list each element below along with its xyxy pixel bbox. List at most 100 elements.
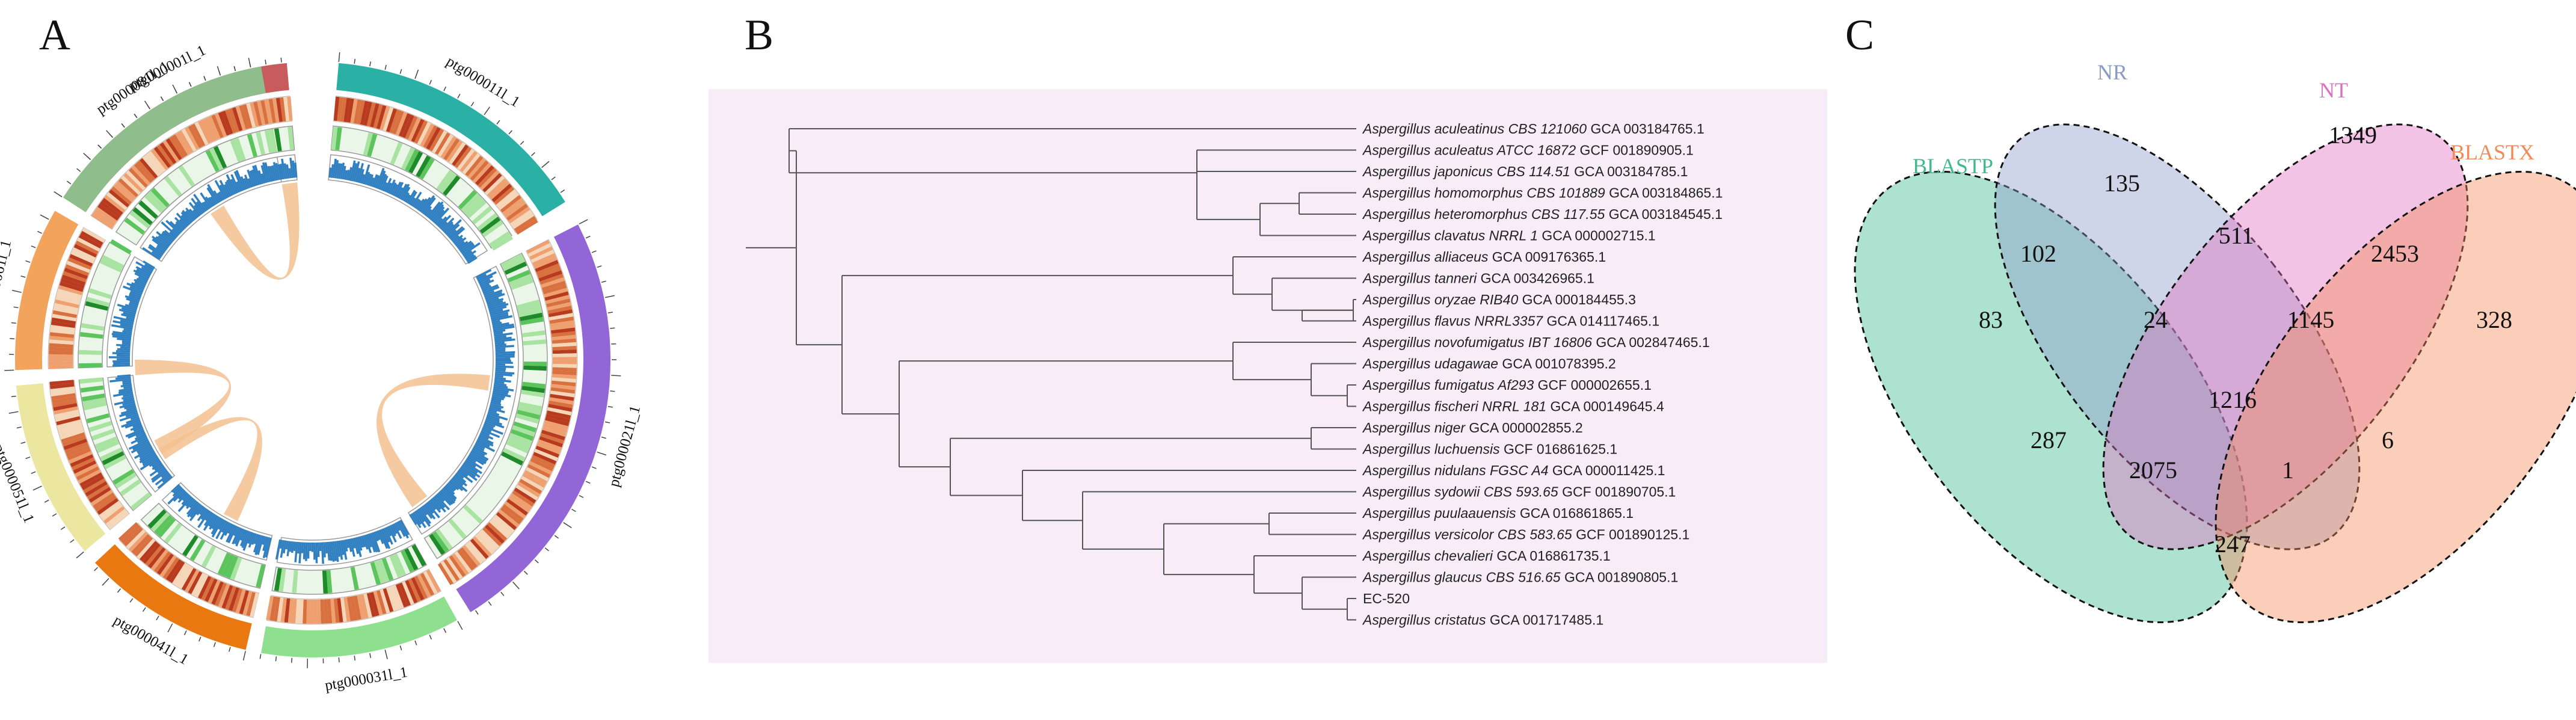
depth-bar (398, 183, 408, 199)
gc-cell (491, 235, 514, 251)
venn-count-blastp-blastx: 247 (2215, 531, 2251, 558)
depth-bar (206, 187, 218, 205)
depth-bar (479, 279, 494, 288)
gc-cell (466, 199, 487, 218)
depth-bar (386, 182, 392, 193)
depth-bar (434, 208, 450, 224)
heatmap-cell (514, 215, 536, 232)
heatmap-cell (54, 409, 79, 419)
tick-mark (443, 86, 447, 91)
heatmap-cell (131, 534, 150, 555)
heatmap-cell (552, 349, 577, 354)
tick-mark (25, 260, 31, 263)
taxon-label: Aspergillus oryzae RIB40 GCA 000184455.3 (1362, 292, 1636, 307)
tick-mark (265, 60, 266, 65)
depth-bar (428, 201, 444, 220)
heatmap-cell (510, 493, 532, 510)
depth-bar (413, 198, 420, 208)
depth-bar (493, 323, 514, 330)
heatmap-cell (531, 455, 555, 468)
gc-cell (519, 312, 543, 322)
heatmap-cell (546, 413, 570, 423)
depth-bar (209, 196, 217, 206)
gc-cell (518, 401, 543, 411)
depth-bar (236, 181, 242, 192)
heatmap-cell (126, 170, 146, 190)
depth-bar (348, 167, 352, 181)
tick-mark (218, 70, 221, 76)
heatmap-cell (504, 501, 526, 519)
depth-bar (158, 235, 171, 247)
depth-bar (494, 335, 506, 339)
heatmap-cell (303, 599, 307, 624)
heatmap-cell (62, 435, 87, 447)
depth-bar (200, 509, 209, 520)
depth-bar (162, 230, 174, 242)
heatmap-cell (83, 478, 106, 494)
heatmap-cell (121, 525, 141, 544)
depth-bar (367, 533, 376, 553)
tick-mark (534, 559, 539, 564)
gc-cell (477, 213, 498, 231)
depth-bar (317, 542, 320, 558)
depth-bar (465, 253, 475, 261)
heatmap-cell (508, 206, 530, 224)
tick-mark (500, 591, 505, 596)
heatmap-cell (53, 306, 78, 315)
tick-mark (554, 535, 559, 539)
depth-bar (121, 307, 137, 313)
depth-bar (313, 542, 316, 560)
gc-cell (120, 479, 141, 496)
depth-bar (253, 534, 261, 553)
heatmap-cell (340, 97, 347, 122)
depth-bar (461, 464, 481, 478)
depth-bar (182, 209, 194, 223)
depth-bar (227, 525, 238, 544)
depth-bar (435, 218, 443, 226)
heatmap-cell (472, 536, 492, 557)
depth-bar (476, 274, 487, 280)
heatmap-cell (201, 577, 215, 601)
heatmap-cell (181, 129, 197, 152)
heatmap-cell (500, 195, 521, 213)
depth-bar (391, 524, 398, 534)
depth-bar (134, 272, 149, 281)
heatmap-cell (172, 562, 188, 585)
depth-bar (155, 472, 171, 486)
depth-bar (495, 351, 515, 354)
heatmap-cell (480, 170, 500, 190)
heatmap-cell (552, 342, 577, 348)
tick-mark (399, 645, 402, 651)
heatmap-cell (257, 100, 266, 126)
heatmap-cell (165, 138, 182, 161)
depth-bar (395, 182, 404, 197)
depth-bar (131, 442, 151, 454)
depth-bar (442, 221, 453, 233)
depth-bar (142, 455, 158, 467)
heatmap-cell (85, 481, 108, 497)
heatmap-cell (87, 484, 109, 500)
depth-bar (117, 348, 131, 351)
tick-mark (429, 79, 432, 85)
heatmap-cell (93, 492, 115, 509)
depth-bar (342, 540, 348, 560)
depth-bar (338, 540, 343, 560)
heatmap-cell (80, 230, 103, 246)
depth-bar (480, 283, 490, 289)
heatmap-cell (478, 532, 497, 552)
depth-bar (479, 434, 489, 440)
heatmap-cell (386, 587, 398, 611)
heatmap-cell (550, 387, 576, 394)
depth-bar (493, 325, 515, 331)
heatmap-cell (550, 390, 575, 398)
tick-mark (248, 58, 251, 68)
gc-cell (370, 561, 381, 585)
heatmap-cell (204, 578, 218, 602)
gc-cell (86, 297, 109, 307)
heatmap-cell (376, 590, 387, 615)
heatmap-cell (552, 338, 577, 344)
depth-bar (448, 481, 460, 491)
depth-bar (396, 186, 404, 198)
depth-bar (387, 179, 396, 194)
heatmap-cell (214, 582, 227, 606)
